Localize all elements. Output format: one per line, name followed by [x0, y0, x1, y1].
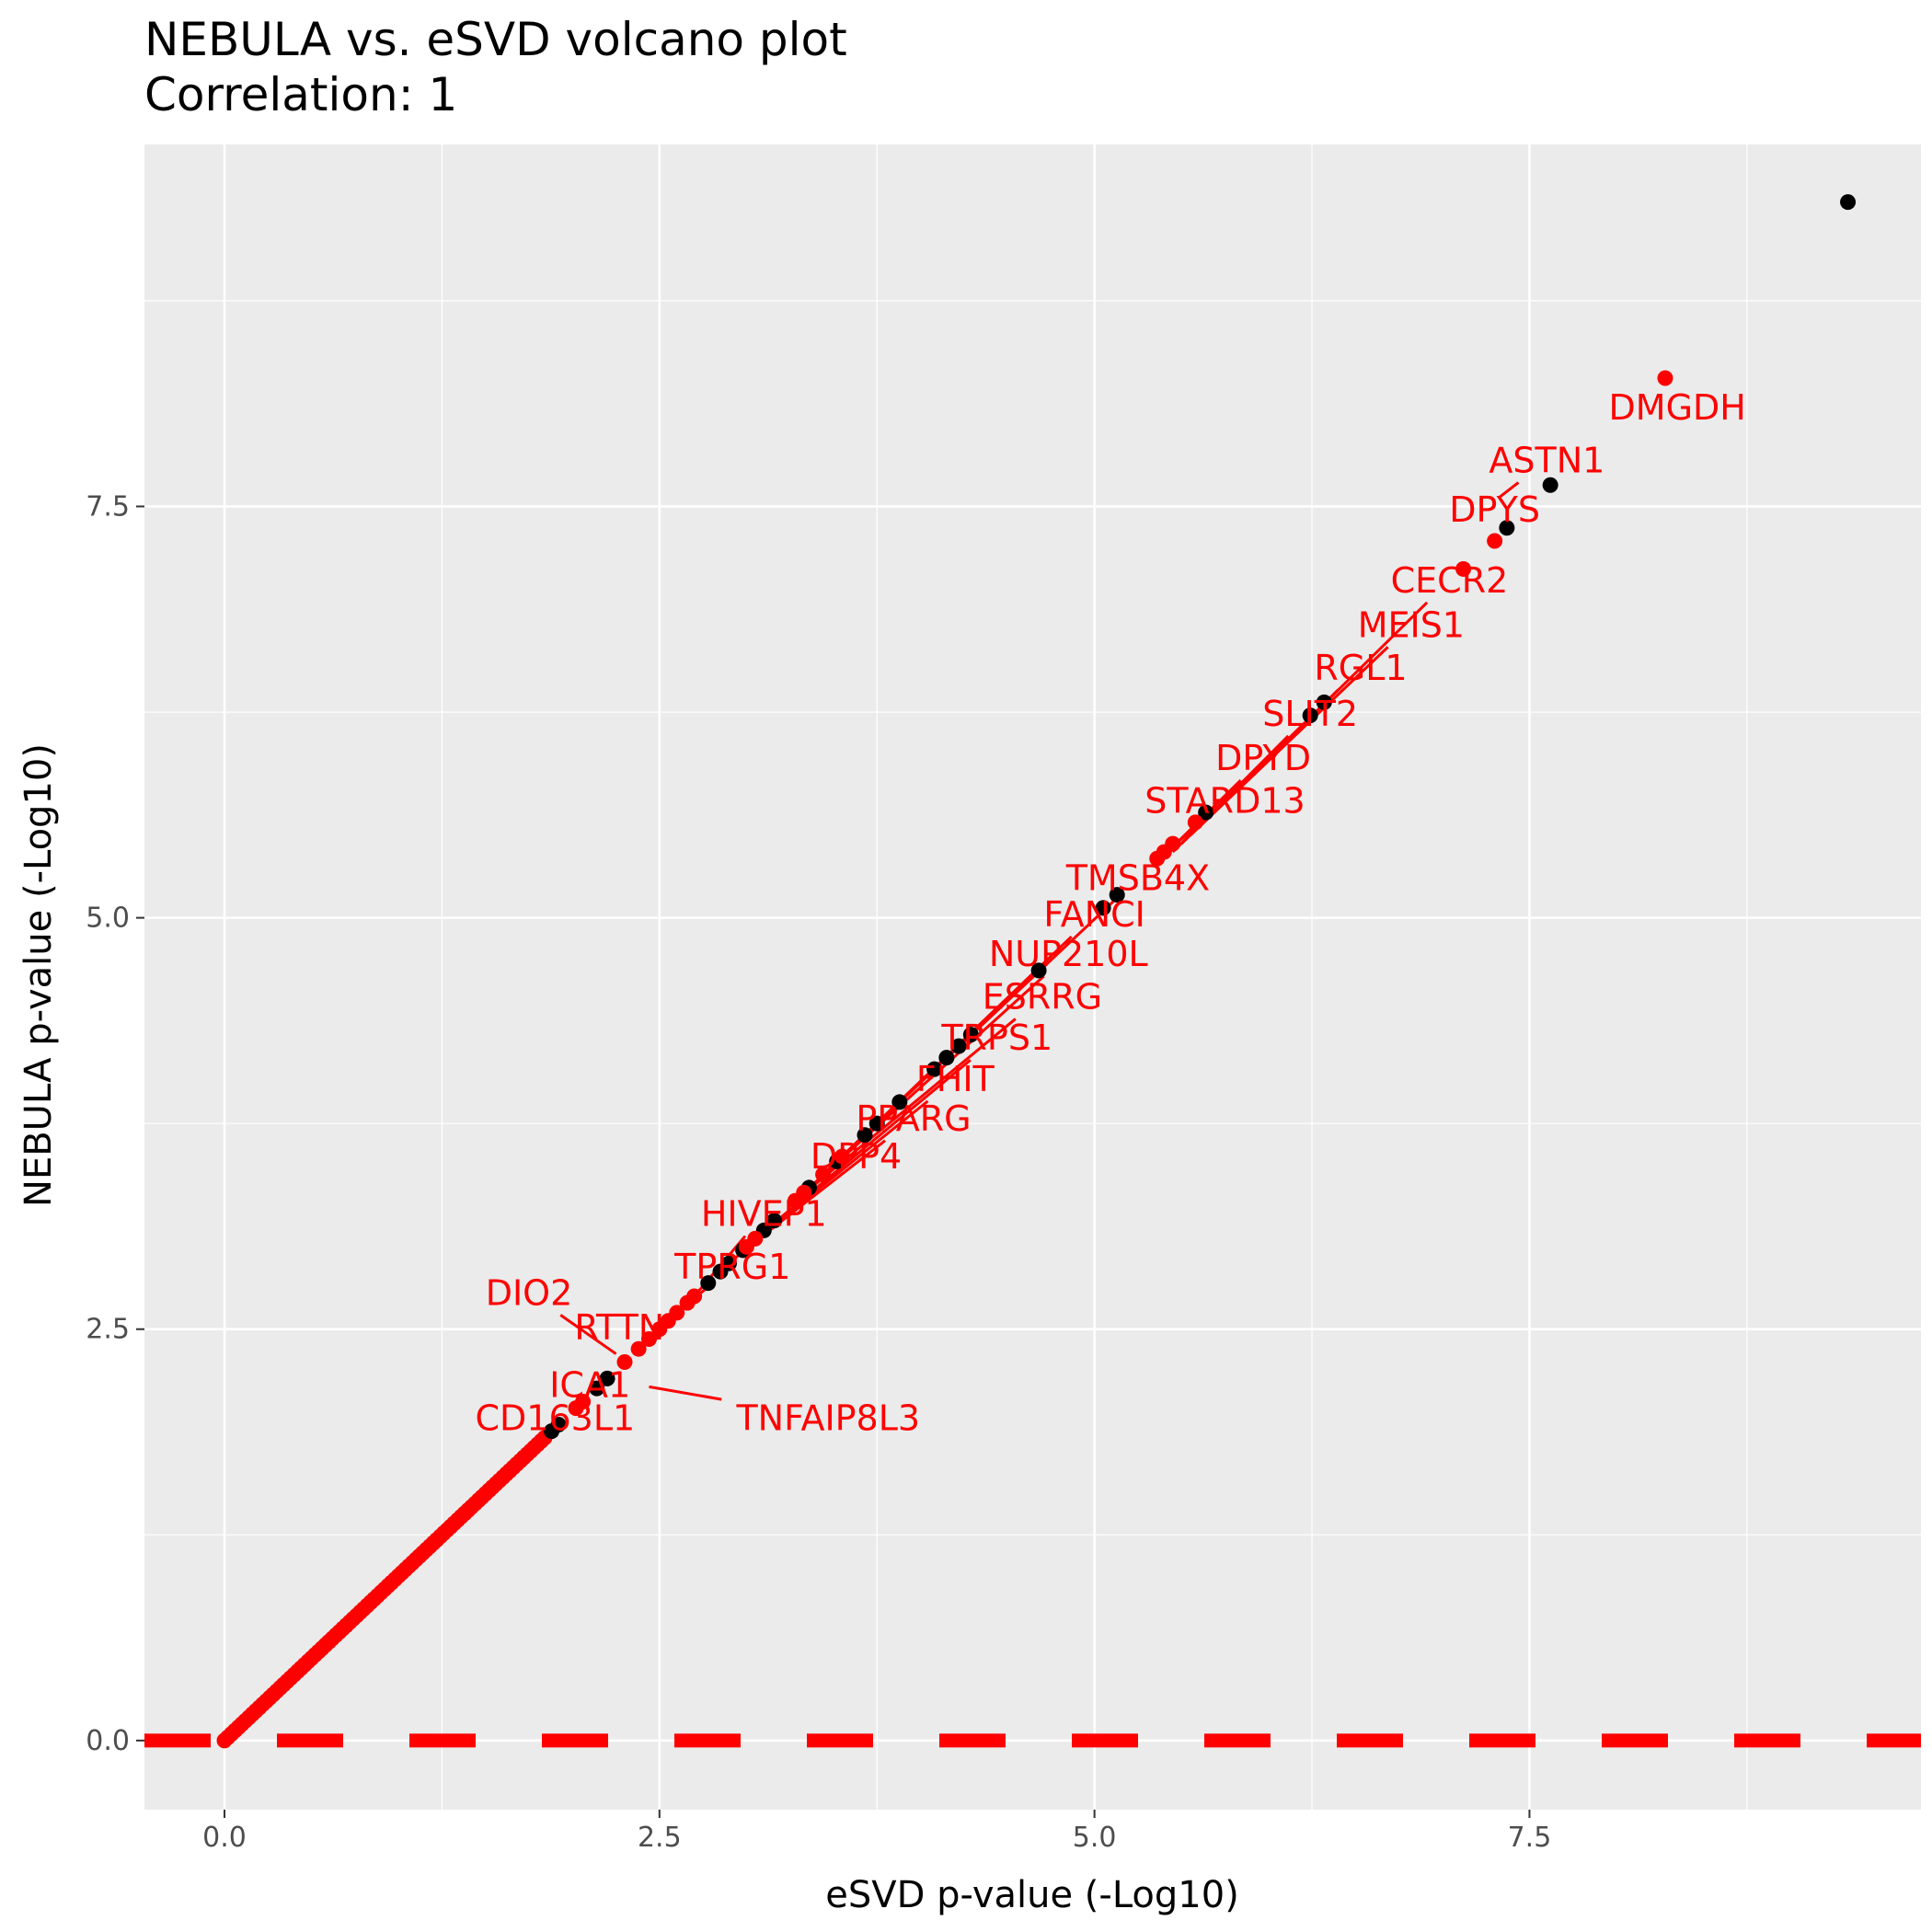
- data-point-red: [1149, 850, 1166, 867]
- gene-label: TRPS1: [940, 1018, 1052, 1058]
- data-point-black: [712, 1263, 729, 1280]
- data-point-black: [1840, 194, 1857, 211]
- gene-label: MEIS1: [1358, 604, 1465, 645]
- gene-label: FANCI: [1043, 894, 1145, 935]
- y-tick-label: 2.5: [86, 1314, 130, 1346]
- data-point-red: [679, 1294, 696, 1311]
- gene-label: CD163L1: [476, 1397, 636, 1438]
- gene-label: SLIT2: [1262, 694, 1358, 734]
- y-tick-label: 0.0: [86, 1725, 130, 1757]
- gene-label: DPP4: [811, 1136, 902, 1177]
- data-point-red: [1187, 814, 1203, 831]
- point-layer: [216, 194, 1857, 1749]
- y-axis-title: NEBULA p-value (-Log10): [17, 743, 60, 1207]
- y-tick-label: 7.5: [86, 490, 130, 523]
- data-point-red: [1487, 533, 1503, 549]
- gene-label: DPYS: [1449, 489, 1540, 530]
- data-point-black: [589, 1380, 605, 1397]
- gene-label: DPYD: [1215, 738, 1311, 778]
- data-point-black: [891, 1094, 908, 1110]
- data-point-black: [766, 1213, 783, 1229]
- data-point-black: [1030, 962, 1047, 979]
- y-tick-label: 5.0: [86, 903, 130, 935]
- grid-layer: [144, 144, 1921, 1810]
- label-connector: [753, 1059, 972, 1240]
- x-tick-label: 5.0: [1073, 1822, 1117, 1854]
- data-point-black: [1542, 477, 1558, 493]
- label-connector: [649, 1385, 722, 1401]
- gene-label: ICA1: [549, 1365, 630, 1406]
- data-point-red: [815, 1167, 832, 1183]
- data-point-black: [1316, 694, 1332, 710]
- gene-label: HIVEP1: [701, 1194, 827, 1235]
- chart-title: NEBULA vs. eSVD volcano plot: [144, 13, 847, 66]
- label-connector: [1171, 734, 1290, 854]
- data-point-black: [857, 1127, 873, 1144]
- data-point-black: [1302, 707, 1318, 724]
- data-point-black: [926, 1061, 943, 1077]
- x-tick-label: 2.5: [638, 1822, 682, 1854]
- x-tick-label: 0.0: [202, 1822, 247, 1854]
- data-point-red: [640, 1330, 657, 1347]
- chart-subtitle: Correlation: 1: [144, 68, 457, 121]
- gene-label: TPRG1: [673, 1247, 790, 1287]
- x-tick-label: 7.5: [1508, 1822, 1552, 1854]
- gene-label: TMSB4X: [1065, 858, 1210, 899]
- data-point-black: [1109, 887, 1125, 903]
- data-point-black: [938, 1050, 955, 1066]
- data-point-black: [599, 1370, 615, 1386]
- gene-label: RTTN: [574, 1307, 664, 1348]
- data-point-red: [738, 1238, 754, 1255]
- data-point-red: [568, 1400, 584, 1417]
- x-axis-title: eSVD p-value (-Log10): [825, 1874, 1239, 1916]
- data-point-black: [1095, 900, 1111, 916]
- label-connector: [1497, 481, 1520, 500]
- gene-label: FHIT: [916, 1059, 995, 1099]
- gene-label: ASTN1: [1489, 440, 1604, 480]
- data-point-black: [1198, 804, 1214, 821]
- axis-layer: 0.0 2.5 5.0 7.5 0.0 2.5 5.0 7.5: [86, 490, 1551, 1854]
- data-point-red: [651, 1321, 668, 1338]
- data-point-red: [630, 1340, 647, 1357]
- gene-label: DMGDH: [1609, 387, 1746, 428]
- gene-label: TNFAIP8L3: [735, 1397, 920, 1438]
- data-point-black: [962, 1027, 979, 1043]
- label-connector: [794, 1018, 1017, 1202]
- gene-label: NUP210L: [989, 934, 1148, 974]
- data-point-black: [1499, 520, 1515, 536]
- data-point-red: [1455, 560, 1472, 577]
- gene-label: PPARG: [856, 1098, 971, 1139]
- data-point-red: [616, 1354, 633, 1371]
- gene-label: CECR2: [1391, 560, 1509, 601]
- data-point-black: [950, 1038, 967, 1054]
- label-connector: [559, 1314, 617, 1355]
- gene-label: DIO2: [486, 1272, 573, 1313]
- gene-label: RGL1: [1314, 648, 1407, 688]
- data-point-black: [868, 1115, 885, 1132]
- data-point-black: [700, 1275, 717, 1292]
- data-point-red: [787, 1192, 803, 1209]
- data-point-black: [544, 1423, 560, 1440]
- gene-label: STARD13: [1144, 781, 1305, 822]
- gene-label: ESRRG: [983, 976, 1102, 1017]
- data-point-red: [1657, 370, 1673, 386]
- data-point-red: [834, 1148, 850, 1165]
